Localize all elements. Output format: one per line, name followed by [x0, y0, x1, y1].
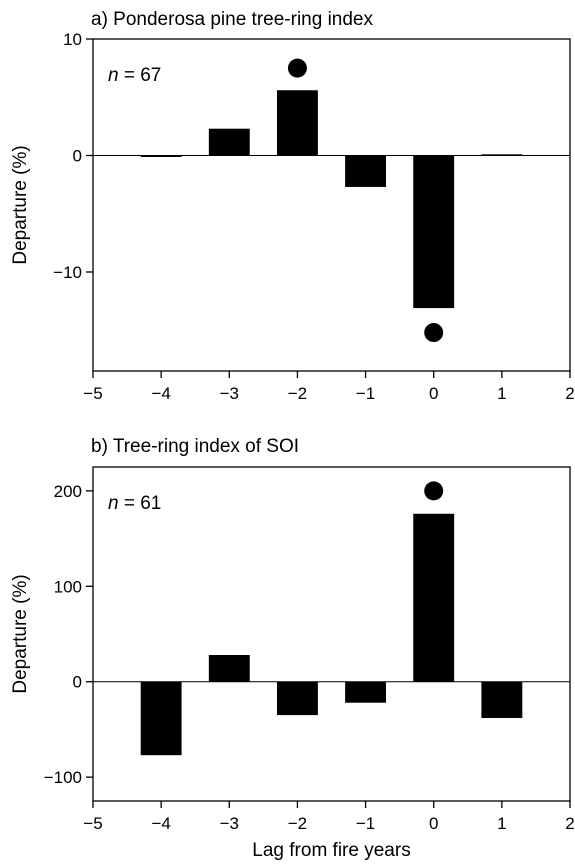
panel-a-x-tick-label: 2	[565, 384, 574, 403]
panel-b-plot-frame	[92, 466, 571, 802]
panel-b-y-tick-label: 200	[54, 482, 82, 501]
panel-b-x-tick-label: −2	[288, 814, 307, 833]
panel-b-y-tick-label: 100	[54, 577, 82, 596]
panel-a-x-tick-label: −4	[151, 384, 170, 403]
panel-a-title: a) Ponderosa pine tree-ring index	[91, 9, 374, 30]
panel-a-sample-size-annotation: n = 67	[108, 65, 161, 86]
panel-a-bar	[140, 155, 182, 157]
panel-a-bar	[208, 128, 250, 156]
panel-b-bar	[208, 654, 250, 682]
panel-b-bar	[276, 681, 318, 716]
panel-b-x-tick-label: 0	[429, 814, 438, 833]
panel-b-x-axis-label: Lag from fire years	[252, 840, 410, 861]
panel-b-sample-size-symbol: n	[108, 493, 119, 514]
panel-a-x-tick-label: −1	[356, 384, 375, 403]
panel-b-y-axis-label: Departure (%)	[10, 574, 31, 693]
panel-a-y-tick-label: 0	[73, 146, 82, 165]
panel-a-x-tick-label: 0	[429, 384, 438, 403]
panel-b-y-tick-label: 0	[73, 673, 82, 692]
panel-a-x-tick-label: −5	[83, 384, 102, 403]
panel-a-plot-frame	[92, 38, 571, 372]
panel-a-y-tick-label: 10	[63, 30, 82, 49]
panel-a-bar	[345, 155, 387, 187]
panel-a-significance-marker	[287, 58, 307, 78]
panel-a-bar	[481, 154, 523, 156]
panel-b-sample-size-annotation: n = 61	[108, 493, 161, 514]
panel-b-x-tick-label: −3	[220, 814, 239, 833]
panel-a-sample-size-symbol: n	[108, 65, 119, 86]
panel-a-sample-size-value: = 67	[119, 65, 162, 86]
panel-a-x-tick-label: 1	[497, 384, 506, 403]
panel-b-x-tick-label: −4	[151, 814, 170, 833]
panel-b-x-tick-label: 2	[565, 814, 574, 833]
panel-b-x-tick-label: −1	[356, 814, 375, 833]
panel-a-y-axis-label: Departure (%)	[10, 145, 31, 264]
panel-b-bar	[345, 681, 387, 703]
panel-b-x-tick-label: −5	[83, 814, 102, 833]
panel-b-sample-size-value: = 61	[119, 493, 162, 514]
panel-a-significance-marker	[424, 323, 444, 343]
panel-b-significance-marker	[424, 481, 444, 501]
panel-a-bar	[276, 90, 318, 156]
panel-a-y-tick-label: −10	[53, 263, 82, 282]
panel-b-bar	[481, 681, 523, 718]
panel-a-x-tick-label: −2	[288, 384, 307, 403]
panel-a-bar	[413, 155, 455, 309]
panel-b-bar	[140, 681, 182, 756]
panel-b-y-tick-label: −100	[44, 768, 82, 787]
panel-a-x-tick-label: −3	[220, 384, 239, 403]
panel-b-x-tick-label: 1	[497, 814, 506, 833]
panel-b-bar	[413, 513, 455, 682]
panel-b-title: b) Tree-ring index of SOI	[91, 436, 299, 457]
